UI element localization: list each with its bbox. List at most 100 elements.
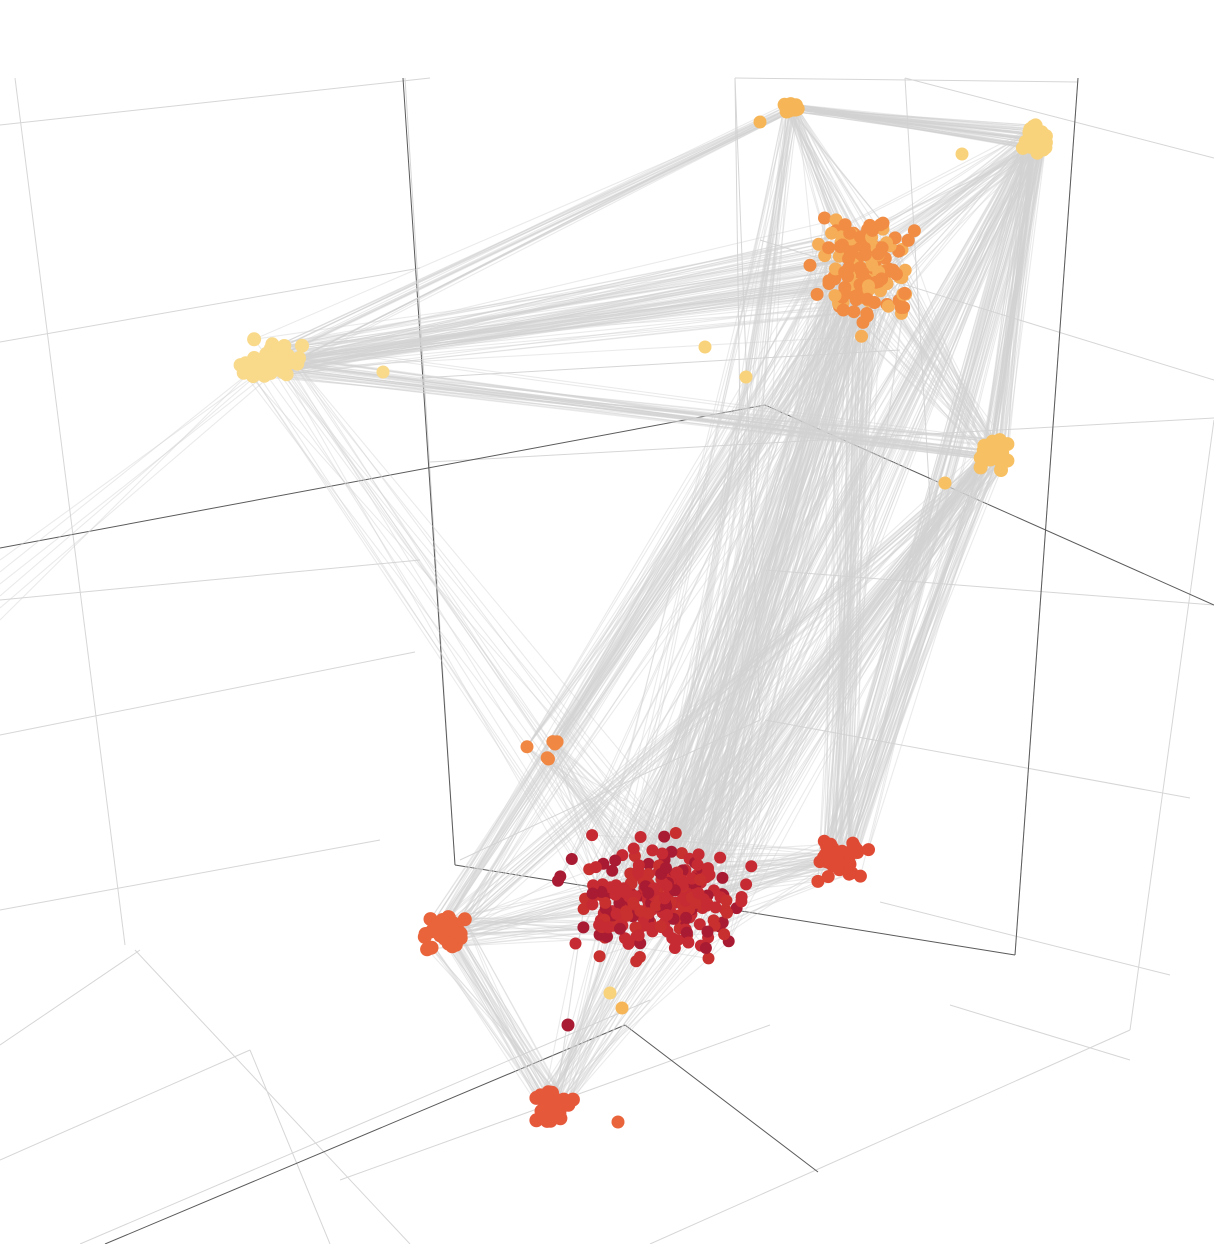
node-c3-29 xyxy=(1036,142,1051,157)
edge-12 xyxy=(272,243,819,358)
edge-1150 xyxy=(658,109,795,866)
edge-1193 xyxy=(848,139,1046,853)
edge-988 xyxy=(442,919,551,1111)
edge-141 xyxy=(257,372,1003,462)
edge-554 xyxy=(666,307,902,886)
edge-332 xyxy=(990,149,1044,451)
edge-234 xyxy=(789,107,1039,150)
edge-158 xyxy=(271,343,634,878)
edge-16 xyxy=(240,279,867,366)
edge-909 xyxy=(556,741,664,878)
edge-204 xyxy=(786,110,1035,132)
edge-366 xyxy=(985,132,1043,457)
edge-1093 xyxy=(592,834,832,853)
edge-739 xyxy=(706,439,1001,876)
edge-136 xyxy=(253,375,1000,441)
edge-733 xyxy=(830,271,880,864)
edge-1035 xyxy=(558,956,641,1117)
edge-563 xyxy=(658,234,854,866)
edge-278 xyxy=(828,149,1040,284)
edge-119 xyxy=(277,368,985,454)
edge-216 xyxy=(790,103,1045,141)
edge-724 xyxy=(848,293,854,875)
edge-1147 xyxy=(706,104,786,876)
edge-371 xyxy=(1006,147,1024,461)
edge-740 xyxy=(595,439,1001,868)
edge-288 xyxy=(881,146,1031,280)
edge-407 xyxy=(700,132,1030,880)
edge-1116 xyxy=(681,852,839,855)
edge-569 xyxy=(642,264,873,919)
edge-21 xyxy=(282,246,882,373)
edge-170 xyxy=(253,338,679,916)
edge-1066 xyxy=(648,857,846,865)
node-c8-238 xyxy=(709,901,722,914)
edge-202 xyxy=(793,109,1042,141)
edge-617 xyxy=(708,282,867,876)
edge-856 xyxy=(546,236,843,758)
edge-390 xyxy=(671,149,1040,939)
node-c8-39 xyxy=(606,864,619,877)
edge-1160 xyxy=(829,141,1027,863)
edge-941 xyxy=(455,910,627,927)
edge-153 xyxy=(284,345,1008,445)
node-c8-237 xyxy=(552,874,564,887)
edge-565 xyxy=(648,244,820,914)
edge-674 xyxy=(430,237,896,920)
edge-830 xyxy=(826,450,999,847)
edge-709 xyxy=(823,258,886,842)
edge-825 xyxy=(839,456,985,870)
edge-239 xyxy=(788,107,884,224)
node-c4-74 xyxy=(822,274,836,288)
edge-604 xyxy=(605,271,857,909)
edge-297 xyxy=(865,135,1035,281)
edge-67 xyxy=(264,228,884,377)
edge-248 xyxy=(788,107,896,239)
node-c4-145 xyxy=(842,252,856,266)
edge-510 xyxy=(675,247,867,903)
edge-159 xyxy=(282,367,659,907)
edge-973 xyxy=(443,926,555,1114)
edge-814 xyxy=(684,458,983,871)
edge-145 xyxy=(267,354,1003,454)
edge-558 xyxy=(656,300,870,901)
node-c8-136 xyxy=(586,829,599,842)
edge-90 xyxy=(284,103,791,347)
edge-168 xyxy=(270,348,603,928)
node-c9-36 xyxy=(842,867,856,881)
edge-725 xyxy=(832,285,870,849)
edge-212 xyxy=(789,107,1036,126)
edge-19 xyxy=(270,264,876,350)
edge-131 xyxy=(268,361,991,452)
edge-401 xyxy=(629,146,1031,943)
node-c8-45 xyxy=(569,937,582,950)
node-c8-61 xyxy=(658,830,671,843)
edge-384 xyxy=(988,149,1039,455)
edge-630 xyxy=(657,247,882,907)
node-c4-137 xyxy=(843,226,857,240)
edge-564 xyxy=(666,302,844,932)
edge-769 xyxy=(702,460,1003,872)
edge-386 xyxy=(665,128,1031,907)
edge-767 xyxy=(642,467,982,919)
edge-543 xyxy=(621,254,866,899)
edge-875 xyxy=(546,278,883,759)
edge-362 xyxy=(988,126,1034,455)
edge-152 xyxy=(298,357,995,457)
edge-349 xyxy=(999,149,1044,441)
network-nodes xyxy=(233,97,1053,1129)
node-c9-38 xyxy=(828,852,842,866)
edge-33 xyxy=(270,269,894,374)
edge-89 xyxy=(287,247,829,364)
edge-277 xyxy=(888,141,1027,270)
edge-808 xyxy=(677,450,999,916)
edge-385 xyxy=(624,140,1036,917)
edge-432 xyxy=(694,140,1036,864)
edge-703 xyxy=(844,253,879,859)
edge-710 xyxy=(834,234,854,860)
edge-379 xyxy=(999,147,1024,441)
edge-861 xyxy=(556,255,840,743)
edge-839 xyxy=(823,450,999,858)
edge-162 xyxy=(252,375,598,896)
